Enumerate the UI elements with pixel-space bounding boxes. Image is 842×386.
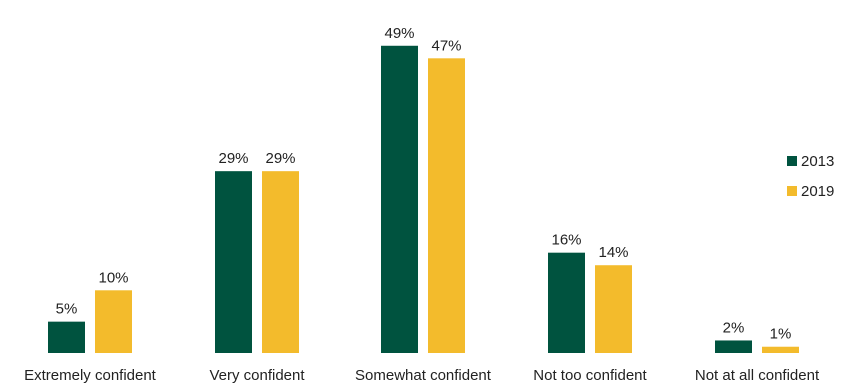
- legend-label-2013: 2013: [801, 153, 834, 170]
- data-label-2013-1: 29%: [218, 150, 248, 167]
- data-label-2019-0: 10%: [98, 269, 128, 286]
- category-label-2: Somewhat confident: [355, 367, 492, 384]
- bar-2019-0: [95, 290, 132, 353]
- bars-layer: [48, 45, 799, 354]
- data-label-2019-1: 29%: [265, 150, 295, 167]
- category-label-1: Very confident: [209, 367, 305, 384]
- bar-2019-1: [262, 171, 299, 353]
- bar-2013-1: [215, 171, 252, 353]
- data-label-2019-3: 14%: [598, 244, 628, 261]
- bar-2019-3: [595, 265, 632, 353]
- data-label-2013-3: 16%: [551, 232, 581, 249]
- data-label-2013-4: 2%: [723, 319, 745, 336]
- bar-2013-2: [381, 45, 418, 354]
- data-label-2019-2: 47%: [431, 37, 461, 54]
- legend-swatch-2013: [787, 156, 797, 166]
- category-label-3: Not too confident: [533, 367, 647, 384]
- bar-2019-2: [428, 58, 465, 354]
- data-label-2013-0: 5%: [56, 301, 78, 318]
- category-label-4: Not at all confident: [695, 367, 820, 384]
- bar-2019-4: [762, 346, 799, 353]
- category-label-0: Extremely confident: [24, 367, 157, 384]
- data-labels-layer: 5% 10% 29% 29% 49% 47% 16% 14% 2% 1%: [56, 25, 792, 343]
- category-labels-layer: Extremely confident Very confident Somewha…: [24, 367, 820, 384]
- data-label-2019-4: 1%: [770, 326, 792, 343]
- bar-2013-0: [48, 321, 85, 353]
- legend-label-2019: 2019: [801, 183, 834, 200]
- bar-2013-3: [548, 252, 585, 353]
- bar-2013-4: [715, 340, 752, 353]
- data-label-2013-2: 49%: [384, 25, 414, 42]
- legend-swatch-2019: [787, 186, 797, 196]
- legend: 2013 2019: [787, 153, 834, 200]
